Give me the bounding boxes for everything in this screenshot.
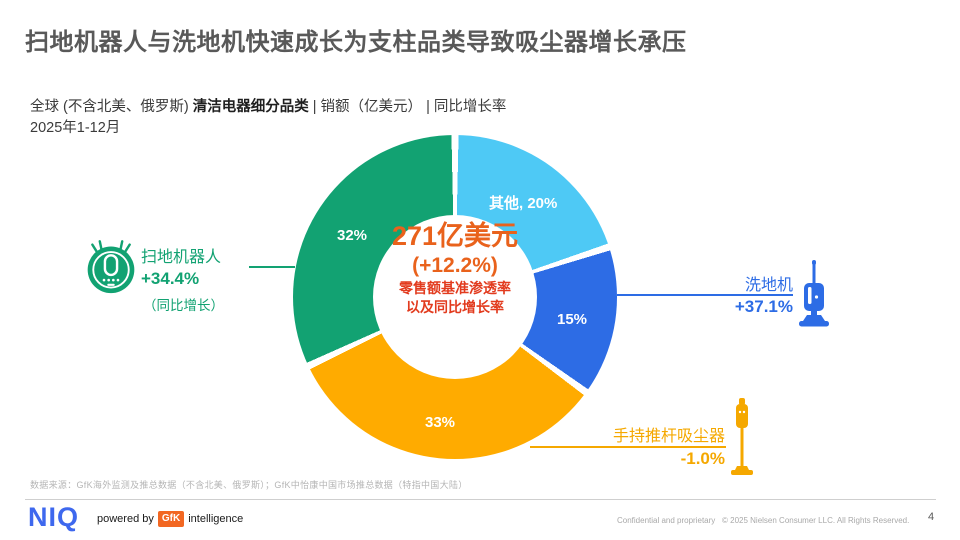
center-note-line2: 以及同比增长率: [406, 299, 504, 315]
total-growth: (+12.2%): [412, 254, 498, 277]
subtitle-category: 清洁电器细分品类: [192, 99, 309, 115]
subtitle-period: 2025年1-12月: [30, 120, 121, 136]
donut-center-text: 271亿美元 (+12.2%) 零售额基准渗透率 以及同比增长率: [345, 220, 565, 317]
washer-category-label: 洗地机: [744, 277, 793, 294]
intelligence-label: intelligence: [188, 513, 244, 525]
washer-growth-value: +37.1%: [734, 297, 793, 316]
stick-category-label: 手持推杆吸尘器: [612, 428, 725, 445]
robot-vacuum-icon: [83, 239, 139, 300]
niq-logo: NIQ: [28, 502, 80, 532]
robot-growth-value: +34.4%: [141, 269, 200, 288]
copyright-note: © 2025 Nielsen Consumer LLC. All Rights …: [722, 516, 910, 525]
robot-category-label: 扫地机器人: [141, 249, 222, 266]
stick-vacuum-icon: [727, 398, 757, 483]
slice-label-stick: 33%: [425, 414, 456, 431]
powered-by-gfk: powered by GfK intelligence: [97, 511, 243, 527]
footer-divider: [25, 499, 936, 500]
robot-growth-note: （同比增长）: [143, 298, 224, 313]
confidential-note: Confidential and proprietary: [617, 516, 716, 525]
slice-label-other: 其他, 20%: [489, 195, 558, 212]
stick-callout-line: [530, 446, 726, 448]
powered-by-label: powered by: [97, 513, 154, 525]
subtitle-metrics: | 销额（亿美元） | 同比增长率: [308, 99, 507, 115]
gfk-logo: GfK: [157, 511, 185, 527]
subtitle-line1: 全球 (不含北美、俄罗斯) 清洁电器细分品类 | 销额（亿美元） | 同比增长率: [30, 97, 506, 118]
chart-subtitle: 全球 (不含北美、俄罗斯) 清洁电器细分品类 | 销额（亿美元） | 同比增长率…: [30, 97, 506, 139]
data-source-note: 数据来源：GfK海外监测及推总数据（不含北美、俄罗斯）；GfK中怡康中国市场推总…: [30, 480, 468, 490]
page-title: 扫地机器人与洗地机快速成长为支柱品类导致吸尘器增长承压: [25, 29, 687, 56]
washer-callout-line: [617, 294, 793, 296]
slice-label-robot: 32%: [337, 227, 368, 244]
robot-callout-line: [249, 266, 295, 268]
subtitle-scope: 全球 (不含北美、俄罗斯): [30, 99, 193, 115]
donut-hole: [373, 215, 537, 379]
slice-label-washer: 15%: [557, 311, 588, 328]
stick-growth-value: -1.0%: [680, 449, 725, 468]
floor-washer-icon: [797, 259, 831, 334]
donut-chart: 其他, 20% 15% 33% 32% 271亿美元 (+12.2%) 零售额基…: [293, 135, 617, 459]
page-number: 4: [928, 511, 935, 523]
total-value: 271亿美元: [391, 221, 519, 251]
center-note-line1: 零售额基准渗透率: [399, 280, 511, 296]
